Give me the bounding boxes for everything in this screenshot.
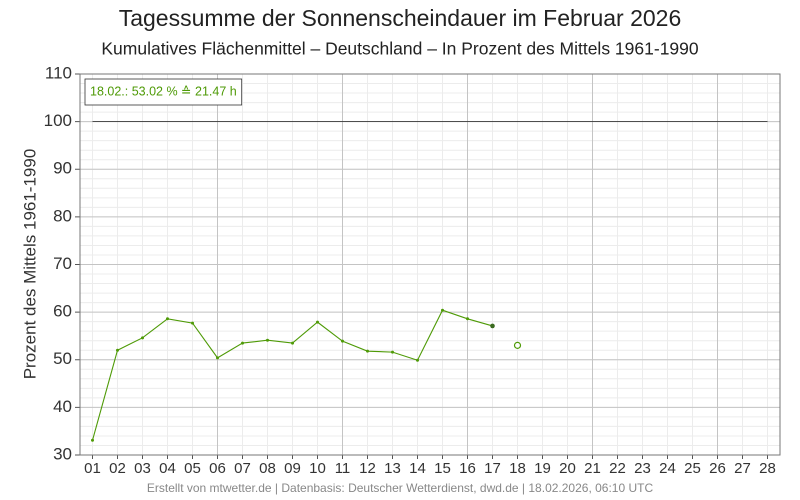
- data-point: [216, 356, 219, 360]
- x-tick-label: 20: [559, 460, 576, 477]
- data-point: [166, 317, 169, 321]
- x-tick-label: 26: [709, 460, 726, 477]
- x-tick-label: 24: [659, 460, 676, 477]
- data-point: [366, 349, 369, 353]
- x-tick-label: 27: [734, 460, 751, 477]
- y-tick-label: 80: [53, 206, 72, 225]
- plot-border: [79, 73, 781, 456]
- data-point: [241, 341, 244, 345]
- data-point: [191, 321, 194, 325]
- data-point: [141, 336, 144, 340]
- x-tick-label: 08: [259, 460, 276, 477]
- footer: Erstellt von mtwetter.de | Datenbasis: D…: [147, 481, 654, 495]
- y-tick-label: 50: [53, 349, 72, 368]
- data-point: [316, 320, 319, 324]
- y-tick-label: 40: [53, 397, 72, 416]
- x-tick-label: 07: [234, 460, 251, 477]
- x-tick-label: 04: [159, 460, 176, 477]
- x-tick-label: 16: [459, 460, 476, 477]
- y-tick-label: 110: [45, 63, 72, 82]
- x-tick-label: 10: [309, 460, 326, 477]
- y-tick-label: 60: [53, 302, 72, 321]
- data-point: [391, 350, 394, 354]
- y-tick-label: 30: [53, 444, 72, 463]
- x-tick-label: 21: [584, 460, 601, 477]
- y-tick-label: 90: [53, 159, 72, 178]
- x-tick-label: 25: [684, 460, 701, 477]
- y-tick-label: 70: [53, 254, 72, 273]
- annotation-box: 18.02.: 53.02 % ≙ 21.47 h: [84, 78, 243, 106]
- annotation: 18.02.: 53.02 % ≙ 21.47 h: [90, 84, 237, 98]
- x-tick-label: 19: [534, 460, 551, 477]
- data-point: [441, 308, 444, 312]
- data-point: [266, 338, 269, 342]
- x-tick-label: 22: [609, 460, 626, 477]
- y-tick-label: 100: [44, 111, 72, 130]
- x-tick-label: 01: [84, 460, 101, 477]
- x-tick-label: 11: [335, 460, 351, 477]
- data-point: [291, 341, 294, 345]
- x-tick-label: 03: [134, 460, 151, 477]
- data-point: [91, 438, 94, 442]
- x-tick-label: 06: [209, 460, 226, 477]
- x-tick-label: 14: [409, 460, 426, 477]
- x-tick-label: 05: [184, 460, 201, 477]
- data-point: [116, 348, 119, 352]
- x-tick-label: 13: [384, 460, 401, 477]
- x-tick-label: 18: [509, 460, 526, 477]
- x-tick-label: 12: [359, 460, 376, 477]
- x-tick-label: 09: [284, 460, 301, 477]
- x-tick-label: 23: [634, 460, 651, 477]
- chart-title: Tagessumme der Sonnenscheindauer im Febr…: [119, 5, 682, 31]
- data-point: [490, 323, 495, 329]
- data-point: [416, 358, 419, 362]
- x-tick-label: 28: [759, 460, 776, 477]
- chart-subtitle: Kumulatives Flächenmittel – Deutschland …: [101, 39, 699, 59]
- x-tick-label: 15: [434, 460, 451, 477]
- annotation-frame: [84, 78, 243, 106]
- y-axis-label: Prozent des Mittels 1961-1990: [20, 149, 39, 380]
- data-point: [466, 317, 469, 321]
- x-tick-label: 02: [109, 460, 126, 477]
- x-tick-label: 17: [484, 460, 501, 477]
- data-point: [341, 339, 344, 343]
- current-point: [513, 341, 522, 349]
